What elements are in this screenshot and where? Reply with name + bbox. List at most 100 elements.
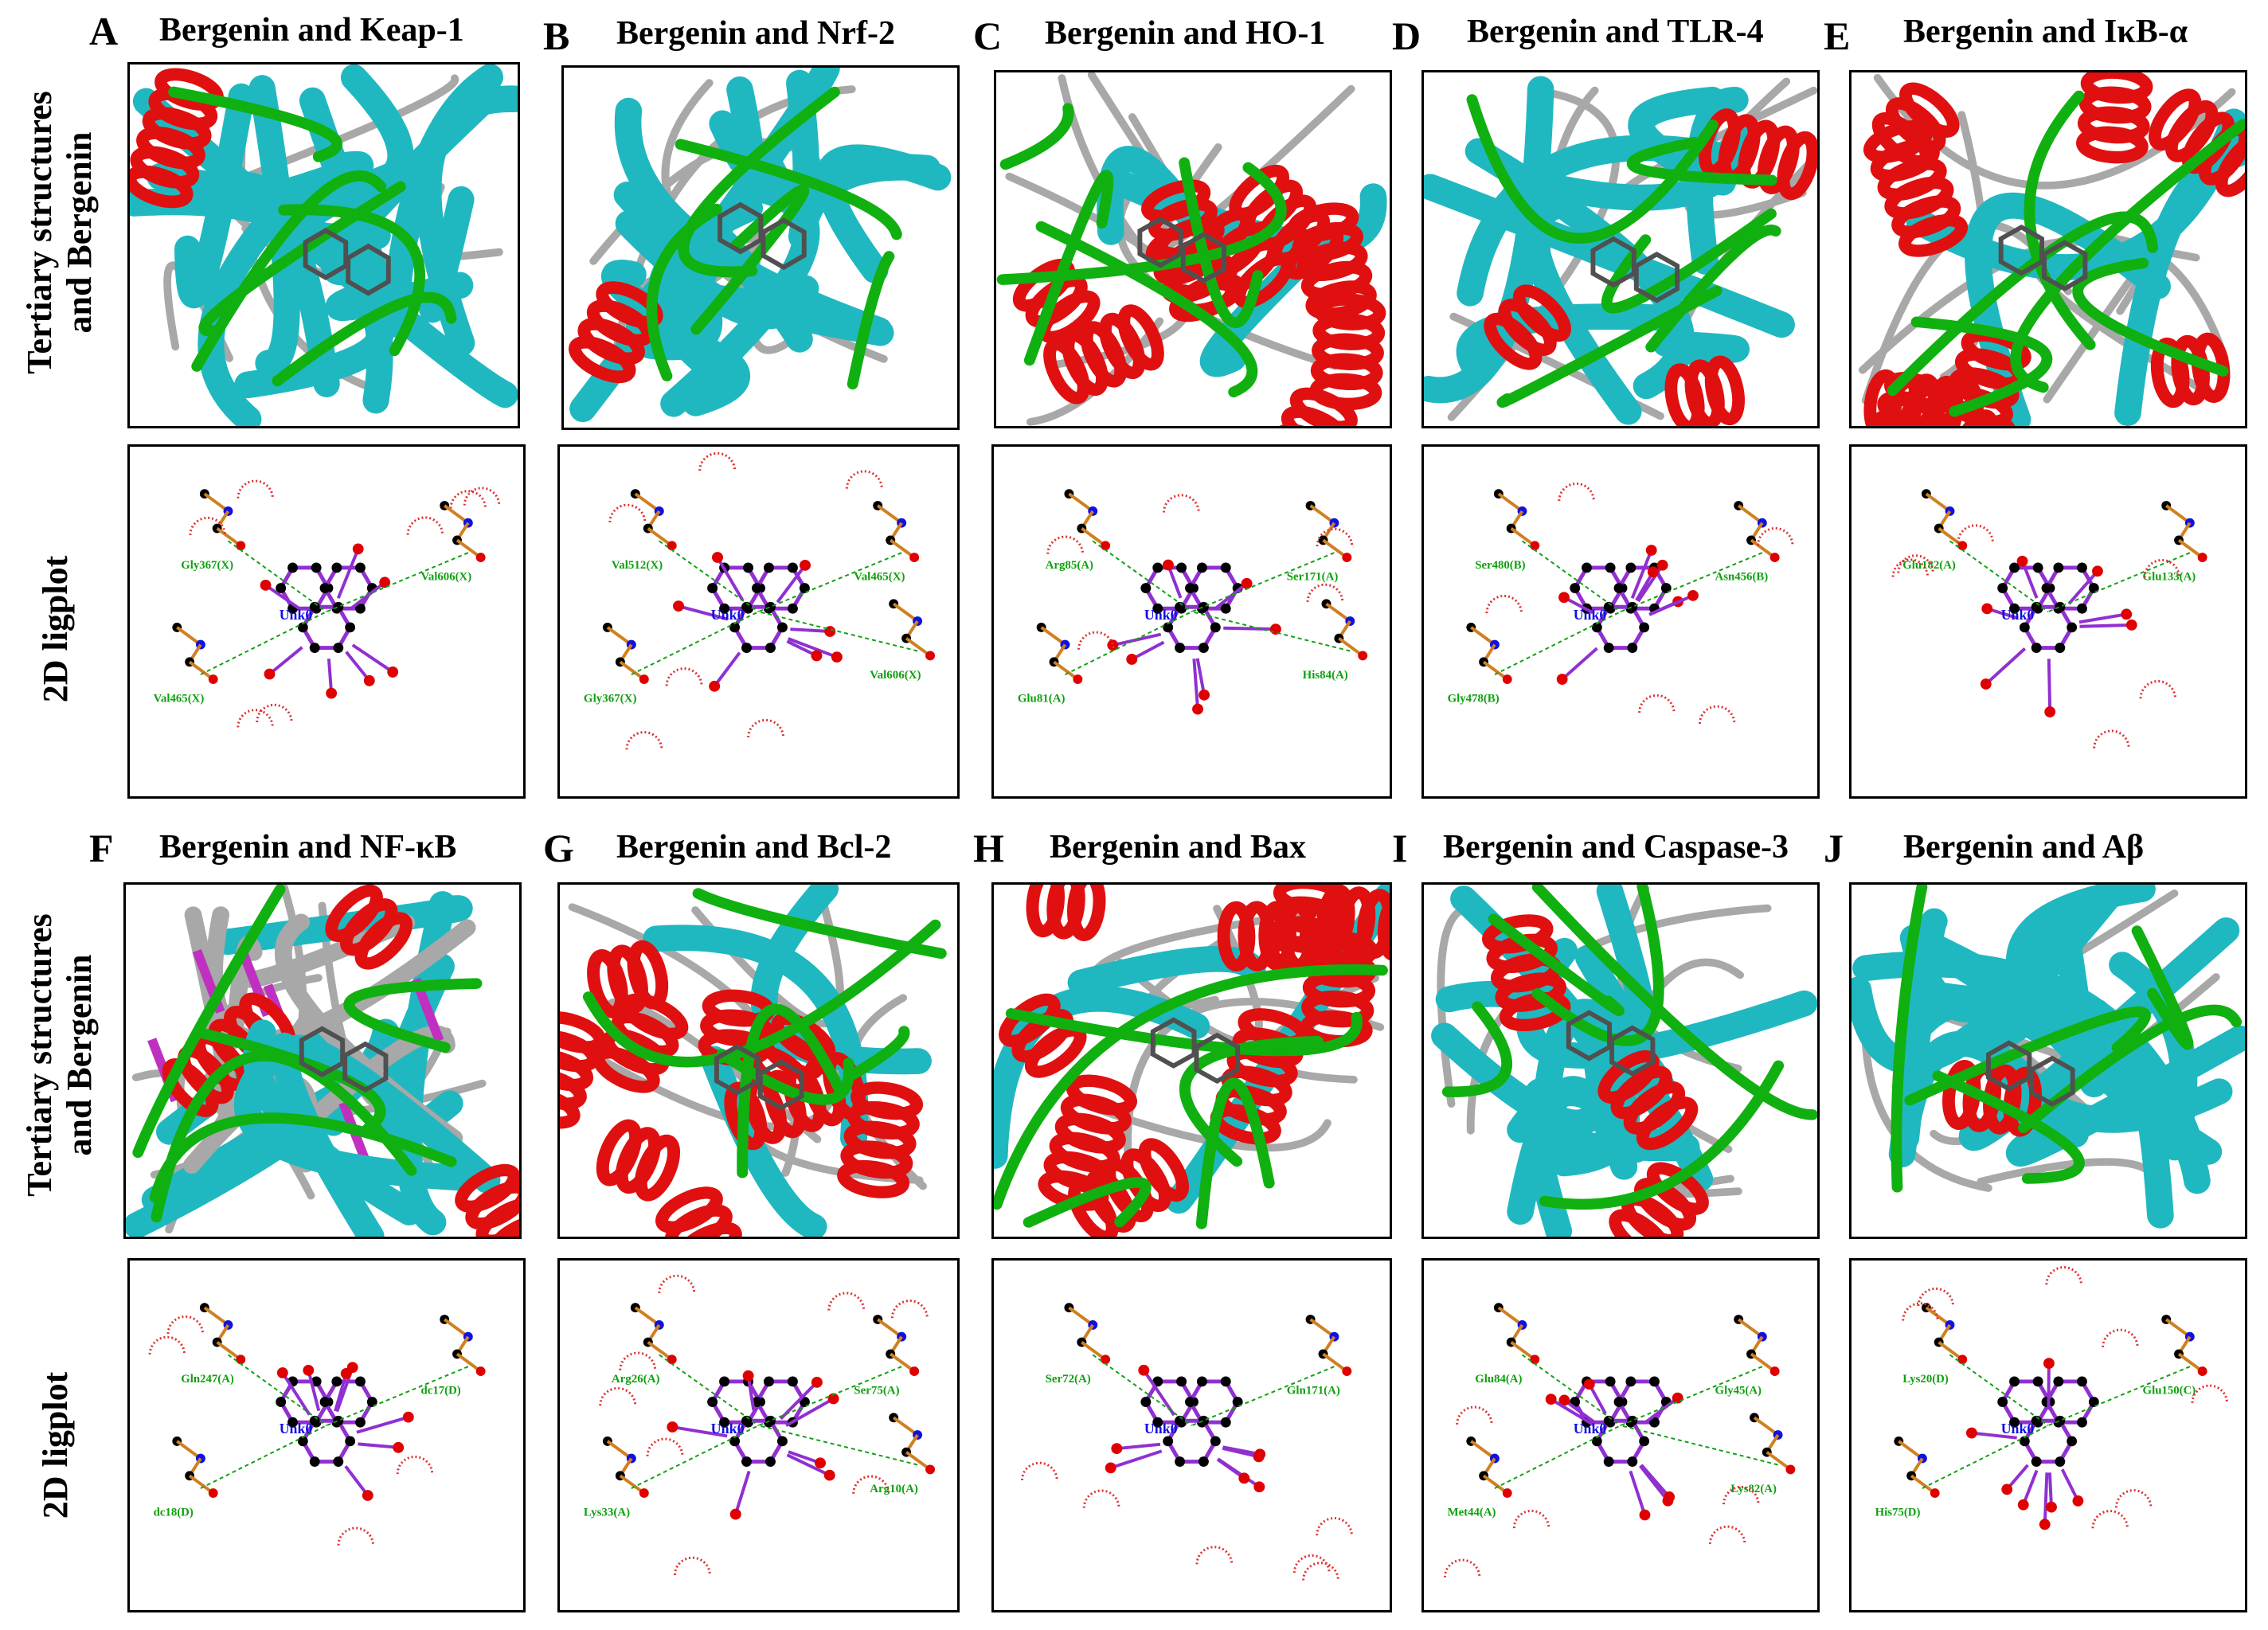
oxygen-atom [1980, 678, 1992, 690]
carbon-atom [719, 603, 730, 614]
oxygen-atom [326, 687, 338, 699]
residue-bond [2177, 1352, 2203, 1373]
oxygen-atom [363, 674, 375, 686]
residue-bond [1482, 660, 1508, 681]
carbon-atom [729, 622, 741, 633]
ligand-ring [718, 201, 764, 255]
carbon-atom [2067, 622, 2078, 633]
oxygen-atom [800, 560, 811, 571]
ligand-ring [1633, 251, 1680, 303]
ligand-bond [1644, 1397, 1679, 1424]
carbon-atom [1627, 601, 1638, 612]
hydrogen-bond [758, 1366, 902, 1427]
oxygen-atom [811, 1377, 823, 1388]
ribbon [716, 1049, 854, 1105]
ligand-bond [1638, 1464, 1669, 1503]
carbon-atom [729, 1436, 741, 1447]
ribbon [750, 885, 932, 1075]
carbon-atom [741, 643, 753, 653]
hydrogen-bond [1620, 1425, 1778, 1466]
ligand-bond [358, 1442, 399, 1449]
oxygen-atom [352, 543, 364, 555]
residue-bond [634, 492, 660, 513]
helix-turn [1777, 131, 1817, 201]
carbon-atom [1220, 562, 1231, 573]
carbon-atom [311, 562, 322, 573]
ligand-bond [356, 1415, 409, 1434]
ligand-bond [2021, 1469, 2039, 1506]
carbon-atom [707, 1397, 718, 1407]
carbon-atom [763, 1376, 774, 1387]
residue-label: dc18(D) [154, 1507, 194, 1519]
ribbon [844, 1026, 910, 1082]
carbon-atom [764, 643, 776, 653]
residue-atom [1530, 541, 1540, 551]
residue-atom [909, 553, 920, 563]
residue-atom [639, 1488, 649, 1498]
hydrogen-bond [659, 540, 760, 612]
helix-turn [560, 1086, 581, 1129]
hydrogen-bond [326, 552, 469, 613]
ribbon [999, 103, 1074, 170]
ligand-bond [1142, 1369, 1176, 1417]
carbon-atom [1220, 603, 1231, 614]
oxygen-atom [831, 651, 843, 663]
helix [560, 1011, 607, 1129]
hydrogen-bond [659, 1354, 760, 1426]
ligand-label: Unk0 [1144, 1421, 1178, 1437]
carbon-atom [1198, 1456, 1209, 1467]
oxygen-atom [379, 577, 391, 588]
hydrogen-bond [631, 1425, 759, 1489]
ligand-label: Unk0 [1574, 1421, 1607, 1437]
carbon-atom [1997, 1397, 2008, 1407]
carbon-atom [1175, 1456, 1186, 1467]
residue-bond [877, 504, 903, 525]
helix [1026, 885, 1106, 941]
hydrogen-bond [1191, 1366, 1335, 1427]
carbon-atom [741, 1456, 753, 1467]
hydrogen-bond [1191, 552, 1335, 613]
ligand-label: Unk0 [711, 1421, 745, 1437]
ribbon [1023, 1177, 1152, 1228]
helix [1871, 82, 1960, 168]
oxygen-atom [1241, 577, 1253, 589]
residue-bond [456, 538, 482, 559]
background [994, 1261, 1390, 1610]
ligand-bond [2020, 561, 2039, 599]
residue-label: Glu150(C) [2143, 1385, 2196, 1397]
helix [2149, 88, 2245, 197]
carbon-atom [1152, 603, 1163, 614]
residue-bond [1497, 492, 1523, 513]
carbon-atom [297, 1436, 308, 1447]
residue-atom [475, 553, 486, 563]
oxygen-atom [1162, 559, 1174, 571]
helix-turn [560, 1068, 587, 1110]
ribbon [1601, 208, 1777, 314]
carbon-atom [2009, 562, 2020, 573]
oxygen-atom [667, 1421, 678, 1433]
ribbon [198, 181, 406, 337]
residue-bond [905, 1451, 932, 1472]
ligand-ring [1609, 1025, 1656, 1077]
hydrogen-bond [1521, 540, 1621, 612]
carbon-atom [764, 601, 776, 612]
ribbon [1035, 221, 1258, 398]
helix-turn [1871, 111, 1933, 168]
residue-label: Lys20(D) [1902, 1373, 1949, 1386]
carbon-atom [276, 1397, 287, 1407]
ligand-label: Unk0 [1144, 607, 1178, 623]
carbon-atom [1613, 583, 1625, 593]
ligand-ring [1150, 1017, 1197, 1069]
oxygen-atom [1965, 1427, 1977, 1439]
carbon-atom [2009, 1417, 2020, 1428]
residue-bond [1738, 504, 1764, 525]
ribbon [191, 170, 387, 372]
panel-title: Bergenin and Caspase-3 [1443, 829, 1789, 866]
oxygen-atom [1687, 589, 1699, 601]
ligand-ring [299, 1026, 346, 1077]
ligand-ring [714, 1043, 761, 1096]
ribbon [1496, 285, 1723, 408]
residue-label: Val606(X) [870, 669, 921, 682]
residue-bond [188, 660, 214, 681]
helix-turn [1914, 391, 1962, 426]
